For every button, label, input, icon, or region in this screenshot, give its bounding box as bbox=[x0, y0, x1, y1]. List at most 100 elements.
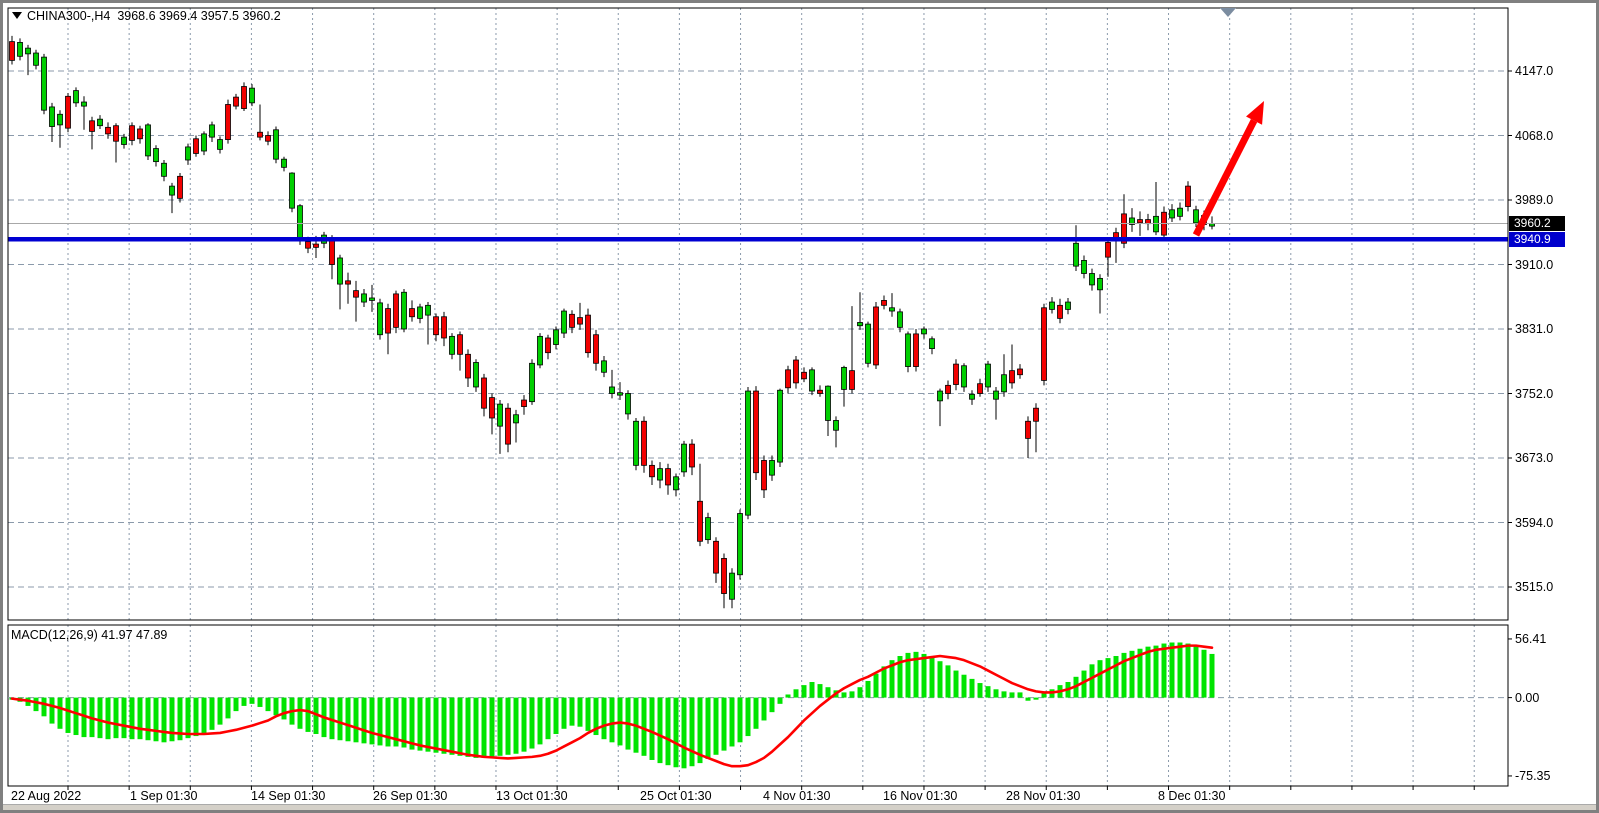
macd-histogram-bar bbox=[1193, 645, 1199, 698]
bull-candle-body bbox=[841, 366, 847, 390]
macd-histogram-bar bbox=[449, 697, 455, 755]
bear-candle-body bbox=[761, 460, 767, 491]
bear-candle-body bbox=[753, 390, 759, 474]
macd-histogram-bar bbox=[217, 697, 223, 725]
macd-histogram-bar bbox=[937, 661, 943, 698]
macd-histogram-bar bbox=[73, 697, 79, 736]
macd-histogram-bar bbox=[425, 697, 431, 752]
bear-candle-body bbox=[945, 384, 951, 394]
bear-candle-body bbox=[521, 399, 527, 407]
bear-candle-body bbox=[225, 104, 231, 140]
bear-candle-body bbox=[721, 558, 727, 594]
macd-histogram-bar bbox=[945, 665, 951, 698]
macd-histogram-bar bbox=[337, 697, 343, 741]
main-pane-border bbox=[7, 7, 1509, 621]
bull-candle-body bbox=[25, 47, 31, 55]
macd-histogram-bar bbox=[153, 697, 159, 742]
bear-candle-body bbox=[129, 125, 135, 141]
bear-candle-body bbox=[689, 443, 695, 468]
bull-candle-body bbox=[929, 338, 935, 349]
bull-candle-body bbox=[905, 333, 911, 367]
bear-candle-body bbox=[665, 468, 671, 486]
macd-histogram-bar bbox=[113, 697, 119, 739]
price-axis-label: 3989.0 bbox=[1515, 193, 1554, 207]
macd-histogram-bar bbox=[1153, 645, 1159, 698]
macd-histogram-bar bbox=[841, 692, 847, 698]
macd-histogram-bar bbox=[1137, 648, 1143, 698]
macd-histogram-bar bbox=[81, 697, 87, 738]
bear-candle-body bbox=[233, 96, 239, 107]
bull-candle-body bbox=[17, 42, 23, 57]
bull-candle-body bbox=[169, 185, 175, 196]
object-anchor-marker-icon[interactable] bbox=[1220, 8, 1236, 17]
bull-candle-body bbox=[401, 291, 407, 330]
bull-candle-body bbox=[985, 363, 991, 388]
macd-histogram-bar bbox=[201, 697, 207, 734]
bear-candle-body bbox=[505, 407, 511, 445]
macd-histogram-bar bbox=[313, 697, 319, 734]
bear-candle-body bbox=[1185, 185, 1191, 207]
macd-histogram-bar bbox=[1185, 643, 1191, 698]
bear-candle-body bbox=[1025, 420, 1031, 439]
macd-histogram-bar bbox=[593, 697, 599, 736]
symbol-dropdown-icon[interactable] bbox=[12, 12, 22, 19]
macd-histogram-bar bbox=[361, 697, 367, 744]
bull-candle-body bbox=[1073, 242, 1079, 267]
time-axis-label: 28 Nov 01:30 bbox=[1006, 789, 1081, 803]
macd-histogram-bar bbox=[913, 651, 919, 698]
bull-candle-body bbox=[1049, 301, 1055, 310]
bull-candle-body bbox=[185, 146, 191, 161]
macd-histogram-bar bbox=[577, 697, 583, 727]
macd-histogram-bar bbox=[417, 697, 423, 751]
macd-histogram-bar bbox=[897, 656, 903, 698]
macd-histogram-bar bbox=[865, 680, 871, 698]
bull-candle-body bbox=[73, 90, 79, 104]
macd-histogram-bar bbox=[1113, 656, 1119, 698]
macd-histogram-bar bbox=[105, 697, 111, 740]
chart-canvas[interactable] bbox=[3, 3, 1599, 813]
bull-candle-body bbox=[97, 118, 103, 127]
macd-histogram-bar bbox=[1009, 692, 1015, 698]
bull-candle-body bbox=[377, 302, 383, 336]
macd-histogram-bar bbox=[849, 691, 855, 698]
bear-candle-body bbox=[265, 135, 271, 142]
bull-candle-body bbox=[777, 389, 783, 463]
trend-arrow-head[interactable] bbox=[1246, 101, 1264, 125]
bear-candle-body bbox=[713, 540, 719, 574]
bull-candle-body bbox=[497, 403, 503, 427]
bull-candle-body bbox=[745, 390, 751, 516]
macd-histogram-bar bbox=[881, 666, 887, 698]
macd-histogram-bar bbox=[1209, 653, 1215, 698]
bear-candle-body bbox=[409, 308, 415, 318]
bear-candle-body bbox=[393, 293, 399, 328]
bear-candle-body bbox=[193, 138, 199, 154]
bull-candle-body bbox=[289, 172, 295, 209]
bull-candle-body bbox=[425, 304, 431, 316]
macd-histogram-bar bbox=[817, 684, 823, 698]
time-axis-label: 26 Sep 01:30 bbox=[373, 789, 448, 803]
bull-candle-body bbox=[249, 87, 255, 104]
macd-histogram-bar bbox=[481, 697, 487, 758]
macd-histogram-bar bbox=[545, 697, 551, 740]
macd-histogram-bar bbox=[1129, 650, 1135, 698]
bull-candle-body bbox=[673, 476, 679, 491]
trend-arrow-shaft[interactable] bbox=[1192, 119, 1258, 237]
bear-candle-body bbox=[801, 371, 807, 380]
macd-histogram-bar bbox=[905, 652, 911, 698]
bull-candle-body bbox=[417, 306, 423, 319]
time-axis-label: 16 Nov 01:30 bbox=[883, 789, 958, 803]
macd-histogram-bar bbox=[513, 697, 519, 754]
bull-candle-body bbox=[161, 162, 167, 177]
bear-candle-body bbox=[353, 290, 359, 298]
macd-histogram-bar bbox=[185, 697, 191, 739]
symbol-label: CHINA300-,H4 bbox=[27, 9, 111, 23]
bid-line-price-badge: 3940.9 bbox=[1509, 231, 1565, 247]
macd-histogram-bar bbox=[233, 697, 239, 712]
macd-histogram-bar bbox=[657, 697, 663, 764]
bear-candle-body bbox=[457, 334, 463, 355]
current-price-badge: 3960.2 bbox=[1509, 216, 1565, 231]
macd-histogram-bar bbox=[609, 697, 615, 743]
bear-candle-body bbox=[329, 240, 335, 265]
macd-histogram-bar bbox=[889, 660, 895, 698]
